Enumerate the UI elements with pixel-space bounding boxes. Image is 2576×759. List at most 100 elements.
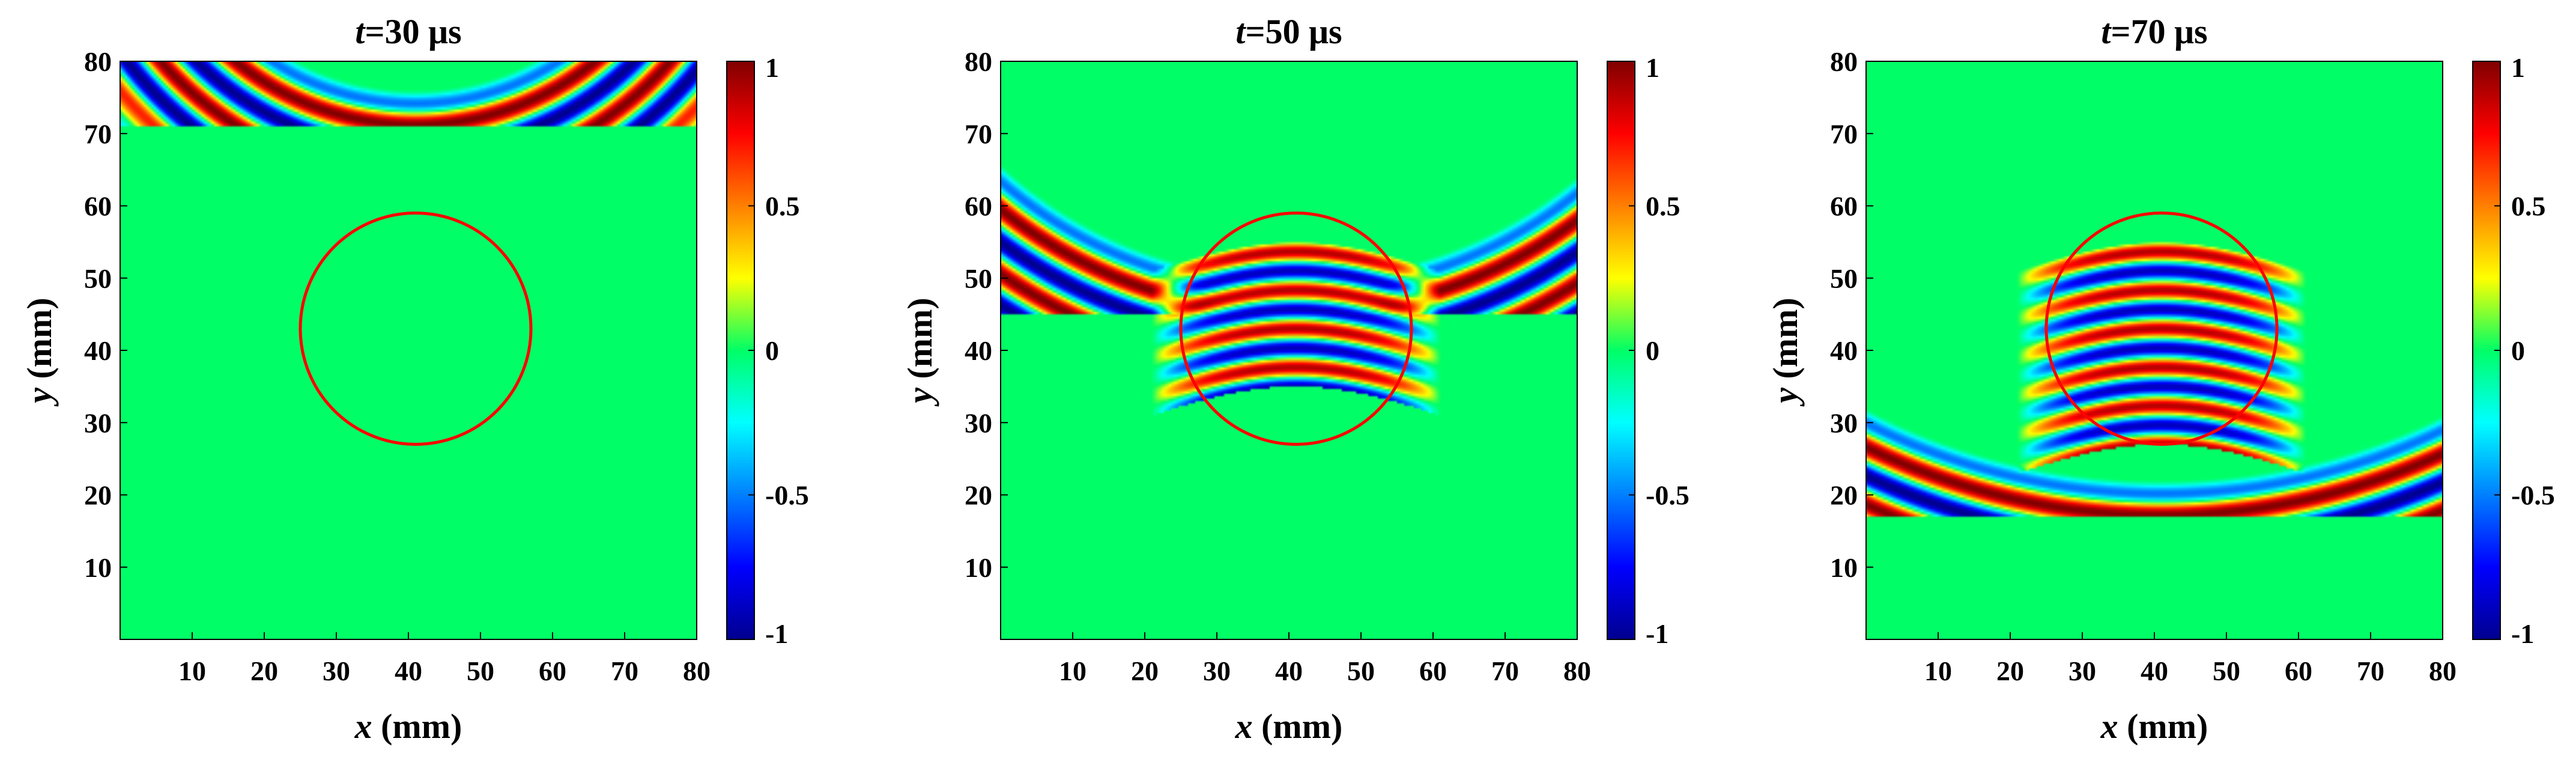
y-axis-label-text: (mm) <box>20 297 59 388</box>
x-tick-label: 80 <box>683 656 711 686</box>
x-axis-label-text: (mm) <box>372 707 462 746</box>
colorbar: 1 0.5 0 -0.5 -1 <box>1607 52 1690 649</box>
x-tick-label: 70 <box>1491 656 1519 686</box>
colorbar-tick-label: -0.5 <box>765 480 809 511</box>
y-axis-label: y (mm) <box>900 297 939 407</box>
x-tick-label: 30 <box>2068 656 2096 686</box>
x-axis-label: x (mm) <box>1235 707 1343 746</box>
y-axis-label-variable: y <box>1766 388 1805 407</box>
y-tick-label: 30 <box>84 407 112 438</box>
chart-title-variable: t <box>2101 12 2112 51</box>
chart-title-text: =30 μs <box>365 12 462 51</box>
x-tick-label: 70 <box>611 656 638 686</box>
x-tick-label: 50 <box>2213 656 2240 686</box>
colorbar-tick-label: -1 <box>765 618 788 649</box>
y-axis-label-text: (mm) <box>900 297 939 388</box>
y-tick-label: 60 <box>965 191 992 222</box>
y-axis-label-variable: y <box>20 388 59 407</box>
x-tick-label: 60 <box>1419 656 1447 686</box>
y-axis-label-text: (mm) <box>1766 297 1805 388</box>
x-tick-label: 20 <box>250 656 278 686</box>
chart-title: t=30 μs <box>355 12 461 51</box>
colorbar-tick-label: -0.5 <box>1646 480 1690 511</box>
x-tick-label: 50 <box>1347 656 1375 686</box>
y-tick-label: 50 <box>84 263 112 294</box>
x-tick-label: 40 <box>395 656 422 686</box>
colorbar-tick-label: 1 <box>1646 52 1659 83</box>
y-tick-label: 20 <box>965 480 992 511</box>
y-tick-label: 70 <box>965 118 992 149</box>
y-axis-label: y (mm) <box>1766 297 1805 407</box>
colorbar: 1 0.5 0 -0.5 -1 <box>2472 52 2555 649</box>
heatmap-field <box>1001 61 1577 639</box>
y-axis-label-variable: y <box>900 388 939 407</box>
y-tick-label: 70 <box>1830 118 1858 149</box>
defect-circle <box>2044 212 2279 446</box>
x-tick-label: 40 <box>1275 656 1303 686</box>
x-tick-label: 50 <box>467 656 494 686</box>
y-axis-label: y (mm) <box>20 297 59 407</box>
chart-title: t=50 μs <box>1235 12 1342 51</box>
x-tick-label: 10 <box>178 656 206 686</box>
defect-circle <box>299 212 533 446</box>
y-tick-label: 60 <box>84 191 112 222</box>
x-axis-label-variable: x <box>2100 707 2118 746</box>
colorbar-tick-label: 0.5 <box>765 191 800 222</box>
y-tick-label: 80 <box>1830 46 1858 77</box>
chart-title: t=70 μs <box>2101 12 2207 51</box>
y-tick-label: 10 <box>1830 552 1858 583</box>
y-tick-label: 80 <box>965 46 992 77</box>
defect-circle <box>1179 212 1413 446</box>
y-tick-label: 80 <box>84 46 112 77</box>
colorbar-tick-label: 0.5 <box>1646 191 1680 222</box>
x-tick-label: 60 <box>539 656 566 686</box>
x-tick-label: 30 <box>323 656 350 686</box>
chart-title-variable: t <box>1235 12 1246 51</box>
panel-2: 10 20 30 40 50 60 70 80 10 20 30 40 50 60 70 80 t=50 μs x… <box>900 12 1690 746</box>
x-axis-label: x (mm) <box>354 707 462 746</box>
colorbar-tick-label: -1 <box>2511 618 2534 649</box>
y-tick-label: 30 <box>1830 407 1858 438</box>
chart-title-text: =70 μs <box>2111 12 2208 51</box>
x-tick-label: 10 <box>1059 656 1086 686</box>
x-axis-label-variable: x <box>1235 707 1253 746</box>
colorbar: 1 0.5 0 -0.5 -1 <box>726 52 809 649</box>
y-tick-label: 50 <box>1830 263 1858 294</box>
y-tick-label: 50 <box>965 263 992 294</box>
x-tick-label: 80 <box>1563 656 1591 686</box>
x-tick-label: 30 <box>1203 656 1231 686</box>
x-axis-label: x (mm) <box>2100 707 2208 746</box>
x-tick-label: 20 <box>1996 656 2024 686</box>
x-tick-label: 20 <box>1131 656 1159 686</box>
colorbar-tick-label: -0.5 <box>2511 480 2555 511</box>
colorbar-tick-label: 0.5 <box>2511 191 2546 222</box>
x-tick-label: 40 <box>2141 656 2168 686</box>
y-tick-label: 60 <box>1830 191 1858 222</box>
y-tick-label: 10 <box>84 552 112 583</box>
y-tick-label: 70 <box>84 118 112 149</box>
heatmap-field <box>1866 61 2443 639</box>
chart-title-variable: t <box>355 12 366 51</box>
chart-title-text: =50 μs <box>1246 12 1342 51</box>
x-axis-label-text: (mm) <box>2118 707 2208 746</box>
colorbar-tick-label: 0 <box>2511 335 2525 366</box>
y-tick-label: 40 <box>1830 335 1858 366</box>
y-tick-label: 20 <box>84 480 112 511</box>
heatmap-field <box>120 61 697 639</box>
colorbar-tick-label: 1 <box>765 52 779 83</box>
colorbar-tick-label: 0 <box>765 335 779 366</box>
colorbar-tick-label: -1 <box>1646 618 1668 649</box>
x-tick-label: 70 <box>2357 656 2384 686</box>
x-tick-label: 60 <box>2285 656 2312 686</box>
y-tick-label: 40 <box>84 335 112 366</box>
y-tick-label: 20 <box>1830 480 1858 511</box>
y-tick-label: 30 <box>965 407 992 438</box>
colorbar-tick-label: 1 <box>2511 52 2525 83</box>
x-axis-label-variable: x <box>354 707 372 746</box>
y-tick-label: 10 <box>965 552 992 583</box>
x-tick-label: 80 <box>2429 656 2456 686</box>
y-tick-label: 40 <box>965 335 992 366</box>
